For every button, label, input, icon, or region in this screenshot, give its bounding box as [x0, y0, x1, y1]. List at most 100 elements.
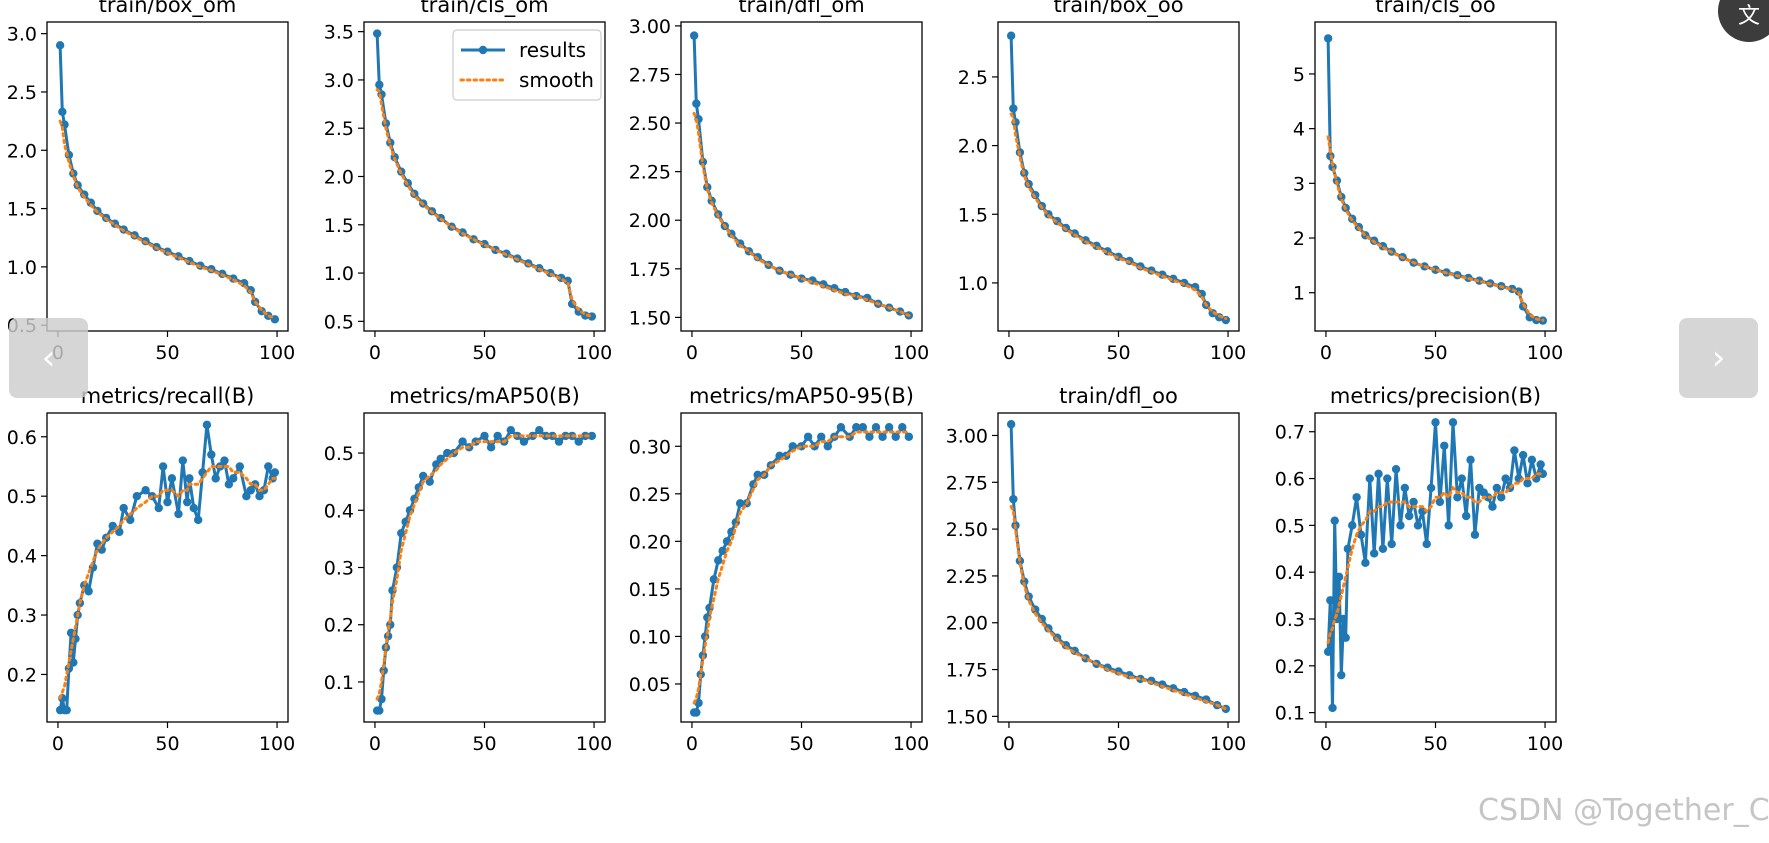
results-point [1492, 483, 1502, 493]
results-point [852, 423, 861, 432]
results-point [836, 423, 846, 432]
x-tick-label: 100 [893, 342, 929, 364]
smooth-line [1326, 135, 1545, 322]
axes-frame [46, 412, 289, 723]
smooth-line [58, 119, 277, 320]
x-tick-label: 50 [1106, 342, 1130, 364]
results-point [235, 462, 244, 471]
y-tick-label: 0.2 [7, 664, 37, 686]
results-point [574, 307, 583, 316]
x-tick-label: 0 [1003, 733, 1015, 755]
y-tick-label: 2.0 [7, 140, 37, 162]
y-tick-label: 0.5 [324, 443, 354, 465]
results-point [264, 462, 273, 471]
previous-image-button[interactable]: ‹ [9, 318, 88, 398]
results-point [1352, 493, 1361, 502]
results-point [193, 515, 203, 525]
results-point [871, 423, 881, 432]
results-line [1326, 38, 1544, 323]
x-tick-label: 50 [1106, 733, 1130, 755]
chart-title: train/cls_oo [1375, 0, 1495, 18]
y-tick-label: 0.3 [324, 558, 354, 580]
y-tick-label: 2.5 [7, 82, 37, 104]
x-tick-label: 50 [789, 733, 813, 755]
results-point [55, 41, 65, 50]
axes-frame [1314, 21, 1557, 332]
results-point [1461, 511, 1471, 521]
results-point [1334, 572, 1344, 582]
y-tick-label: 2.75 [946, 472, 988, 494]
results-point [1538, 469, 1548, 479]
y-tick-label: 0.6 [1275, 469, 1305, 491]
results-point [1527, 455, 1537, 465]
results-point [735, 499, 745, 508]
results-point [689, 31, 699, 40]
results-point [141, 486, 150, 495]
y-tick-label: 2.5 [958, 67, 988, 89]
results-point [119, 503, 128, 513]
results-point [183, 497, 192, 507]
results-point [1197, 289, 1206, 299]
x-tick-label: 100 [1527, 342, 1563, 364]
y-tick-label: 1.50 [946, 706, 988, 728]
results-point [823, 442, 832, 451]
axes-frame [997, 21, 1240, 332]
results-point [1431, 418, 1440, 427]
legend-results-label: results [519, 38, 586, 62]
x-tick-label: 50 [1423, 342, 1447, 364]
results-point [185, 474, 194, 483]
results-point [62, 705, 71, 715]
results-point [1497, 493, 1506, 502]
results-point [1466, 455, 1475, 465]
y-tick-label: 1 [1293, 283, 1305, 305]
smooth-line [375, 434, 594, 701]
results-point [554, 437, 564, 446]
results-point [865, 432, 874, 441]
results-point [1343, 544, 1353, 553]
results-point [884, 423, 894, 432]
y-tick-label: 2.00 [629, 210, 671, 232]
smooth-line [375, 88, 594, 318]
x-tick-label: 100 [1527, 733, 1563, 755]
y-tick-label: 1.50 [629, 307, 671, 329]
translate-button[interactable]: 文 [1718, 0, 1769, 42]
y-tick-label: 1.5 [7, 199, 37, 221]
results-point [1413, 521, 1423, 530]
results-point [1396, 521, 1405, 530]
results-line [694, 425, 911, 714]
y-tick-label: 2.50 [629, 113, 671, 135]
results-point [1426, 483, 1436, 493]
y-tick-label: 2 [1293, 228, 1305, 250]
x-tick-label: 100 [1210, 342, 1246, 364]
results-point [1006, 31, 1016, 40]
results-point [692, 708, 701, 717]
axes-frame [46, 21, 289, 332]
results-point [58, 107, 67, 116]
chart-title: train/dfl_om [738, 0, 864, 18]
y-tick-label: 2.0 [958, 136, 988, 158]
x-tick-label: 100 [576, 342, 612, 364]
chart-title: train/box_om [99, 0, 237, 18]
results-point [1457, 474, 1466, 483]
axes-frame [1314, 412, 1557, 723]
y-tick-label: 4 [1293, 119, 1305, 141]
y-tick-label: 2.25 [946, 566, 988, 588]
results-point [1328, 703, 1337, 713]
results-point [372, 29, 382, 38]
results-point [817, 432, 826, 441]
x-tick-label: 0 [1320, 342, 1332, 364]
x-tick-label: 100 [1210, 733, 1246, 755]
results-point [220, 456, 229, 465]
results-line [1326, 420, 1545, 710]
x-tick-label: 50 [1423, 733, 1447, 755]
chart-title: metrics/mAP50(B) [389, 384, 580, 408]
chart-panel-9: metrics/precision(B) 0 50 100 0.1 0.2 0.3 0.4 0.… [1275, 384, 1563, 755]
results-point [898, 423, 907, 432]
smooth-line [58, 465, 277, 700]
results-point [1536, 460, 1545, 469]
smooth-line [1009, 505, 1228, 711]
y-tick-label: 0.25 [629, 484, 671, 506]
next-image-button[interactable]: › [1679, 318, 1758, 398]
legend: results smooth [452, 29, 602, 101]
results-point [1339, 614, 1348, 624]
